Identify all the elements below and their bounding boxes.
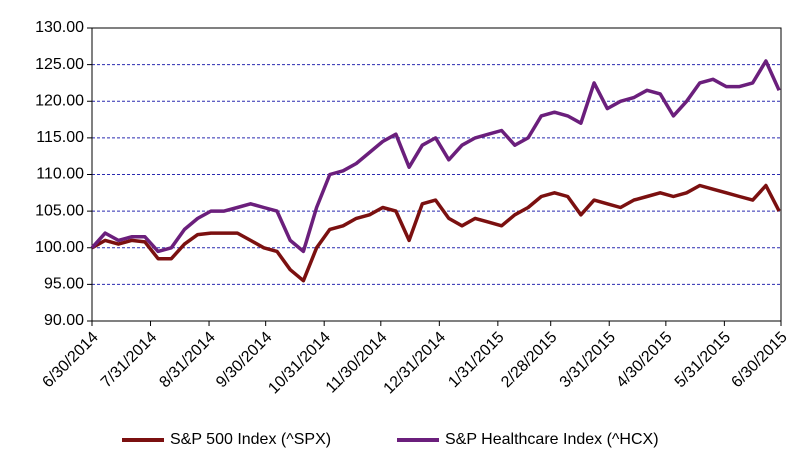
x-tick-label: 6/30/2015 bbox=[728, 329, 790, 391]
y-tick-label: 90.00 bbox=[44, 312, 84, 329]
x-tick-label: 12/31/2014 bbox=[380, 329, 449, 398]
x-tick-label: 8/31/2014 bbox=[156, 329, 218, 391]
x-tick-label: 9/30/2014 bbox=[213, 329, 275, 391]
x-tick-label: 7/31/2014 bbox=[98, 329, 160, 391]
y-tick-label: 125.00 bbox=[35, 56, 84, 73]
legend-label: S&P 500 Index (^SPX) bbox=[170, 431, 331, 448]
x-tick-label: 5/31/2015 bbox=[672, 329, 734, 391]
y-tick-label: 100.00 bbox=[35, 239, 84, 256]
legend-label: S&P Healthcare Index (^HCX) bbox=[445, 431, 659, 448]
plot-frame bbox=[91, 27, 782, 322]
y-tick-label: 130.00 bbox=[35, 19, 84, 36]
x-tick-label: 2/28/2015 bbox=[498, 329, 560, 391]
series-line bbox=[90, 59, 781, 254]
y-tick-label: 120.00 bbox=[35, 92, 84, 109]
series-line bbox=[91, 183, 781, 283]
x-tick-label: 6/30/2014 bbox=[39, 329, 101, 391]
y-tick-label: 110.00 bbox=[36, 166, 84, 183]
y-tick-label: 95.00 bbox=[44, 276, 84, 293]
x-tick-label: 1/31/2015 bbox=[445, 329, 507, 391]
y-tick-label: 115.00 bbox=[36, 129, 84, 146]
x-tick-label: 10/31/2014 bbox=[265, 329, 334, 398]
x-tick-label: 4/30/2015 bbox=[613, 329, 675, 391]
x-tick-label: 3/31/2015 bbox=[557, 329, 619, 391]
y-tick-label: 105.00 bbox=[35, 202, 84, 219]
